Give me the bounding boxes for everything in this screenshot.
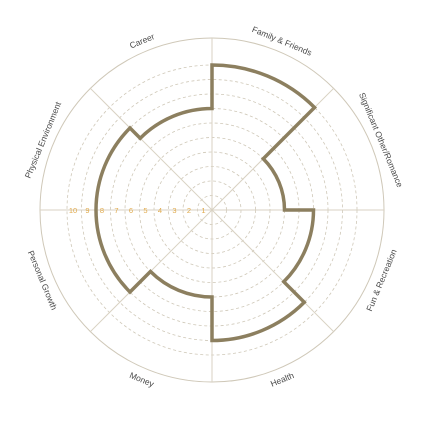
tick-label: 1 [201, 206, 205, 215]
category-label: Career [128, 31, 156, 50]
series-layer [94, 63, 318, 343]
tick-label: 3 [172, 206, 176, 215]
tick-label: 7 [114, 206, 118, 215]
score-outline [94, 63, 318, 343]
category-label: Significant Other/Romance [357, 91, 405, 189]
category-label: Money [128, 370, 156, 389]
category-label: Physical Environment [23, 100, 64, 180]
tick-label: 9 [85, 206, 89, 215]
tick-label-layer: 1 2 3 4 5 6 7 8 9 10 [69, 206, 206, 215]
tick-label: 4 [158, 206, 162, 215]
tick-label: 5 [143, 206, 147, 215]
category-label: Health [269, 370, 296, 389]
tick-label: 8 [100, 206, 104, 215]
spoke-4 [211, 209, 334, 332]
tick-label: 2 [187, 206, 191, 215]
tick-label: 6 [129, 206, 133, 215]
spoke-8 [90, 88, 213, 211]
tick-label: 10 [69, 206, 77, 215]
category-label: Personal Growth [26, 249, 60, 312]
